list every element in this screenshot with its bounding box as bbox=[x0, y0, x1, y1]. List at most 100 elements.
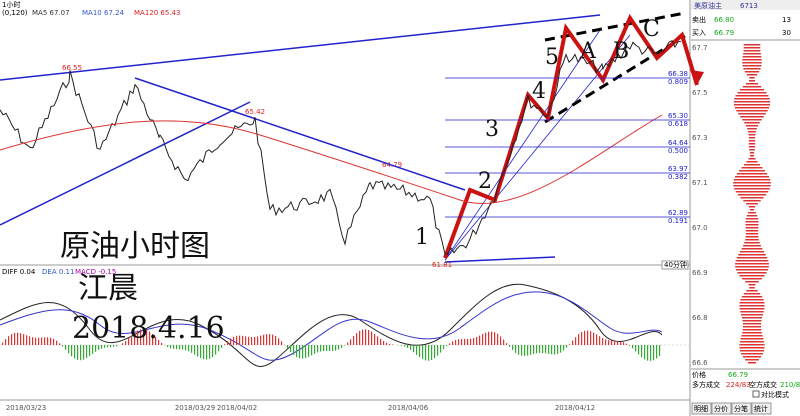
histogram-bar bbox=[518, 345, 520, 355]
peak-label: 66.55 bbox=[62, 64, 82, 72]
volume-bar bbox=[748, 137, 756, 139]
volume-bar bbox=[743, 44, 761, 46]
ma10: MA10 67.24 bbox=[82, 9, 125, 17]
histogram-bar bbox=[20, 333, 22, 345]
tab[interactable] bbox=[731, 402, 752, 415]
volume-bar bbox=[739, 170, 765, 172]
histogram-bar bbox=[494, 332, 496, 345]
arrow-head bbox=[690, 70, 704, 85]
tab[interactable] bbox=[691, 402, 712, 415]
peak-label: 65.42 bbox=[245, 108, 265, 116]
tab[interactable] bbox=[751, 402, 772, 415]
histogram-bar bbox=[632, 345, 634, 349]
volume-bar bbox=[747, 362, 757, 364]
histogram-bar bbox=[269, 334, 271, 345]
buy-trade-value: 224/83 bbox=[726, 381, 751, 389]
histogram-bar bbox=[554, 345, 556, 355]
wave-label: C bbox=[643, 17, 660, 42]
volume-bar bbox=[733, 179, 771, 181]
histogram-bar bbox=[53, 338, 55, 345]
volume-bar bbox=[734, 98, 770, 100]
compare-label[interactable]: 对比模式 bbox=[761, 390, 789, 399]
tab-label[interactable]: 明细 bbox=[694, 404, 708, 413]
histogram-bar bbox=[380, 338, 382, 345]
histogram-bar bbox=[362, 329, 364, 345]
histogram-bar bbox=[419, 345, 421, 358]
volume-bar bbox=[736, 173, 768, 175]
histogram-bar bbox=[305, 345, 307, 358]
histogram-bar bbox=[188, 345, 190, 352]
tab-label[interactable]: 统计 bbox=[754, 404, 768, 413]
histogram-bar bbox=[86, 345, 88, 359]
price-line bbox=[0, 40, 682, 255]
volume-bar bbox=[739, 89, 765, 91]
histogram-bar bbox=[335, 345, 337, 351]
volume-bar bbox=[735, 263, 769, 265]
histogram-bar bbox=[446, 345, 448, 347]
histogram-bar bbox=[191, 345, 193, 353]
volume-bar bbox=[739, 308, 765, 310]
histogram-bar bbox=[290, 345, 292, 352]
fib-price: 63.97 bbox=[668, 165, 688, 173]
histogram-bar bbox=[449, 343, 451, 345]
histogram-bar bbox=[500, 336, 502, 345]
histogram-bar bbox=[353, 336, 355, 345]
volume-bar bbox=[740, 338, 764, 340]
volume-bar bbox=[741, 353, 763, 355]
histogram-bar bbox=[563, 345, 565, 351]
histogram-bar bbox=[275, 335, 277, 345]
volume-bar bbox=[741, 248, 763, 250]
histogram-bar bbox=[140, 329, 142, 345]
volume-bar bbox=[733, 182, 771, 184]
histogram-bar bbox=[236, 335, 238, 345]
histogram-bar bbox=[329, 345, 331, 351]
volume-bar bbox=[746, 290, 758, 292]
histogram-bar bbox=[116, 345, 118, 347]
histogram-bar bbox=[176, 345, 178, 350]
tab-label[interactable]: 分价 bbox=[714, 404, 728, 413]
compare-checkbox[interactable] bbox=[752, 390, 760, 398]
histogram-bar bbox=[281, 341, 283, 345]
histogram-bar bbox=[326, 345, 328, 351]
histogram-bar bbox=[200, 345, 202, 359]
dashed-line bbox=[544, 11, 686, 42]
histogram-bar bbox=[143, 329, 145, 345]
histogram-bar bbox=[497, 333, 499, 345]
histogram-bar bbox=[5, 339, 7, 345]
histogram-bar bbox=[422, 345, 424, 360]
volume-bar bbox=[745, 227, 759, 229]
wave-label: A bbox=[579, 39, 597, 64]
histogram-bar bbox=[482, 334, 484, 345]
histogram-bar bbox=[614, 340, 616, 345]
volume-bar bbox=[742, 86, 762, 88]
histogram-bar bbox=[428, 345, 430, 361]
histogram-bar bbox=[338, 345, 340, 350]
volume-bar bbox=[742, 119, 762, 121]
histogram-bar bbox=[443, 345, 445, 350]
volume-bar bbox=[742, 65, 762, 67]
histogram-bar bbox=[125, 340, 127, 345]
histogram-bar bbox=[89, 345, 91, 357]
histogram-bar bbox=[332, 345, 334, 351]
histogram-bar bbox=[389, 343, 391, 345]
fib-price: 64.64 bbox=[668, 139, 689, 147]
histogram-bar bbox=[107, 345, 109, 348]
tab-label[interactable]: 分笔 bbox=[734, 404, 748, 413]
tab[interactable] bbox=[711, 402, 732, 415]
histogram-bar bbox=[377, 336, 379, 345]
histogram-bar bbox=[530, 345, 532, 355]
axis-label: 66.9 bbox=[692, 269, 708, 277]
volume-bar bbox=[733, 104, 771, 106]
wave-label: 2 bbox=[478, 169, 492, 194]
fib-ratio: 0.500 bbox=[668, 147, 688, 155]
price-label: 价格 bbox=[692, 370, 706, 379]
ma5: MA5 67.07 bbox=[32, 9, 70, 17]
histogram-bar bbox=[347, 342, 349, 345]
volume-bar bbox=[735, 266, 769, 268]
histogram-bar bbox=[56, 340, 58, 345]
volume-bar bbox=[737, 194, 767, 196]
histogram-bar bbox=[413, 345, 415, 353]
histogram-bar bbox=[287, 345, 289, 349]
histogram-bar bbox=[374, 333, 376, 345]
dashed-line bbox=[544, 34, 686, 124]
